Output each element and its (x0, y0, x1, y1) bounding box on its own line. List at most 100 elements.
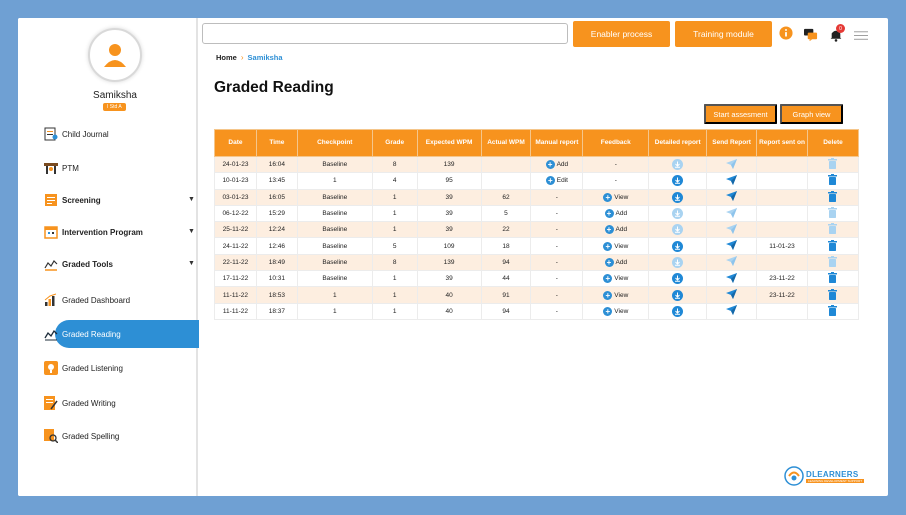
grade-cell: 1 (371, 204, 418, 223)
bar-chart-icon (44, 293, 57, 306)
chevron-down-icon[interactable]: ▼ (188, 196, 195, 203)
column-header: Manual report (530, 129, 584, 157)
trash-icon[interactable] (828, 239, 838, 253)
expected-wpm-cell: 39 (416, 204, 482, 223)
trash-icon[interactable] (828, 304, 838, 318)
date-cell: 10-01-23 (214, 172, 257, 190)
chevron-down-icon[interactable]: ▼ (188, 228, 195, 235)
grade-cell: 1 (371, 221, 418, 239)
manual-report-cell: - (530, 286, 584, 304)
send-icon[interactable] (726, 305, 738, 317)
date-cell: 11-11-22 (214, 286, 257, 304)
download-icon (672, 256, 684, 268)
feedback-button[interactable]: + View (603, 192, 628, 202)
column-header: Checkpoint (296, 129, 373, 157)
enabler-process-button[interactable]: Enabler process (573, 21, 670, 47)
trash-icon[interactable] (828, 288, 838, 302)
feedback-button[interactable]: + Add (604, 209, 628, 219)
download-icon[interactable] (672, 305, 684, 317)
feedback-button[interactable]: + Add (604, 225, 627, 235)
graph-view-button[interactable]: Graph view (780, 104, 843, 124)
training-module-button[interactable]: Training module (675, 21, 772, 47)
expected-wpm-cell: 139 (416, 253, 482, 272)
trash-icon (828, 158, 838, 171)
sidebar-item-graded-spelling[interactable]: Graded Spelling (44, 426, 119, 446)
download-icon[interactable] (672, 273, 684, 285)
sidebar-item-intervention-program[interactable]: Intervention Program (44, 222, 143, 242)
expected-wpm-cell: 139 (416, 155, 482, 174)
chat-icon[interactable] (804, 28, 818, 42)
feedback-button[interactable]: + View (603, 290, 628, 300)
chevron-right-icon: › (240, 53, 244, 62)
delete-cell (806, 286, 860, 304)
send-icon[interactable] (726, 174, 738, 187)
feedback-button[interactable]: + View (603, 274, 628, 284)
report-sent-on-cell (756, 302, 808, 320)
date-cell: 24-01-23 (214, 155, 257, 174)
send-icon[interactable] (726, 289, 738, 301)
expected-wpm-cell: 39 (416, 270, 482, 288)
column-header: Time (255, 129, 298, 157)
info-icon[interactable] (779, 26, 793, 40)
feedback-cell: + View (582, 237, 650, 255)
plus-circle-icon: + (545, 160, 555, 170)
checkpoint-cell: 1 (296, 286, 373, 304)
detailed-report-cell (648, 237, 708, 255)
actual-wpm-cell: 94 (480, 302, 532, 320)
delete-cell (806, 302, 860, 320)
feedback-button[interactable]: + Add (604, 257, 628, 267)
start-assessment-button[interactable]: Start assesment (704, 104, 777, 124)
column-header: Delete (806, 129, 860, 157)
sidebar-item-graded-listening[interactable]: Graded Listening (44, 358, 123, 378)
download-icon[interactable] (672, 191, 684, 203)
manual-report-cell: - (530, 221, 584, 239)
detailed-report-cell (648, 286, 708, 304)
sidebar-item-screening[interactable]: Screening (45, 190, 101, 210)
menu-icon[interactable] (854, 29, 868, 43)
brand-logo-icon (784, 466, 804, 486)
chevron-down-icon[interactable]: ▼ (188, 260, 195, 267)
sidebar-item-ptm[interactable]: PTM (44, 158, 79, 178)
table-row: 22-11-22 18:49 Baseline 8 139 94 - + Add (214, 253, 860, 272)
manual-report-button[interactable]: + Add (545, 160, 569, 170)
send-report-cell (706, 237, 758, 255)
plus-circle-icon: + (604, 209, 614, 219)
download-icon[interactable] (672, 240, 684, 252)
search-input[interactable] (202, 23, 568, 44)
report-sent-on-cell: 23-11-22 (756, 270, 808, 288)
trash-icon[interactable] (828, 174, 838, 187)
send-icon[interactable] (726, 272, 738, 285)
manual-report-label: Add (556, 161, 569, 169)
avatar[interactable] (88, 28, 142, 82)
table-row: 17-11-22 10:31 Baseline 1 39 44 - + View 23-11-22 (214, 270, 860, 288)
manual-report-button[interactable]: + Edit (545, 176, 568, 186)
feedback-label: Add (615, 258, 628, 266)
feedback-cell: + View (582, 286, 650, 304)
manual-report-value: - (555, 307, 558, 315)
sidebar-item-label: Graded Reading (62, 329, 121, 339)
feedback-value: - (614, 161, 617, 169)
sidebar-item-graded-tools[interactable]: Graded Tools (44, 254, 113, 274)
plus-circle-icon: + (603, 192, 613, 202)
sidebar-item-child-journal[interactable]: Child Journal (44, 124, 109, 144)
send-icon[interactable] (726, 191, 738, 203)
trash-icon[interactable] (828, 272, 838, 285)
date-cell: 24-11-22 (214, 237, 257, 255)
sidebar-item-graded-reading[interactable]: Graded Reading (44, 324, 121, 344)
trash-icon (828, 207, 838, 220)
date-cell: 22-11-22 (214, 253, 257, 272)
expected-wpm-cell: 40 (416, 302, 482, 320)
feedback-button[interactable]: + View (603, 241, 628, 251)
sidebar-item-graded-writing[interactable]: Graded Writing (44, 393, 116, 413)
breadcrumb-home[interactable]: Home (216, 53, 237, 62)
download-icon[interactable] (672, 289, 684, 301)
feedback-button[interactable]: + View (603, 306, 628, 316)
feedback-cell: + View (582, 270, 650, 288)
user-name: Samiksha (93, 90, 137, 101)
feedback-label: Add (615, 210, 628, 218)
send-icon[interactable] (726, 240, 738, 252)
download-icon[interactable] (672, 175, 684, 187)
sidebar-item-graded-dashboard[interactable]: Graded Dashboard (44, 290, 130, 310)
date-cell: 03-01-23 (214, 188, 257, 206)
trash-icon[interactable] (828, 190, 838, 204)
